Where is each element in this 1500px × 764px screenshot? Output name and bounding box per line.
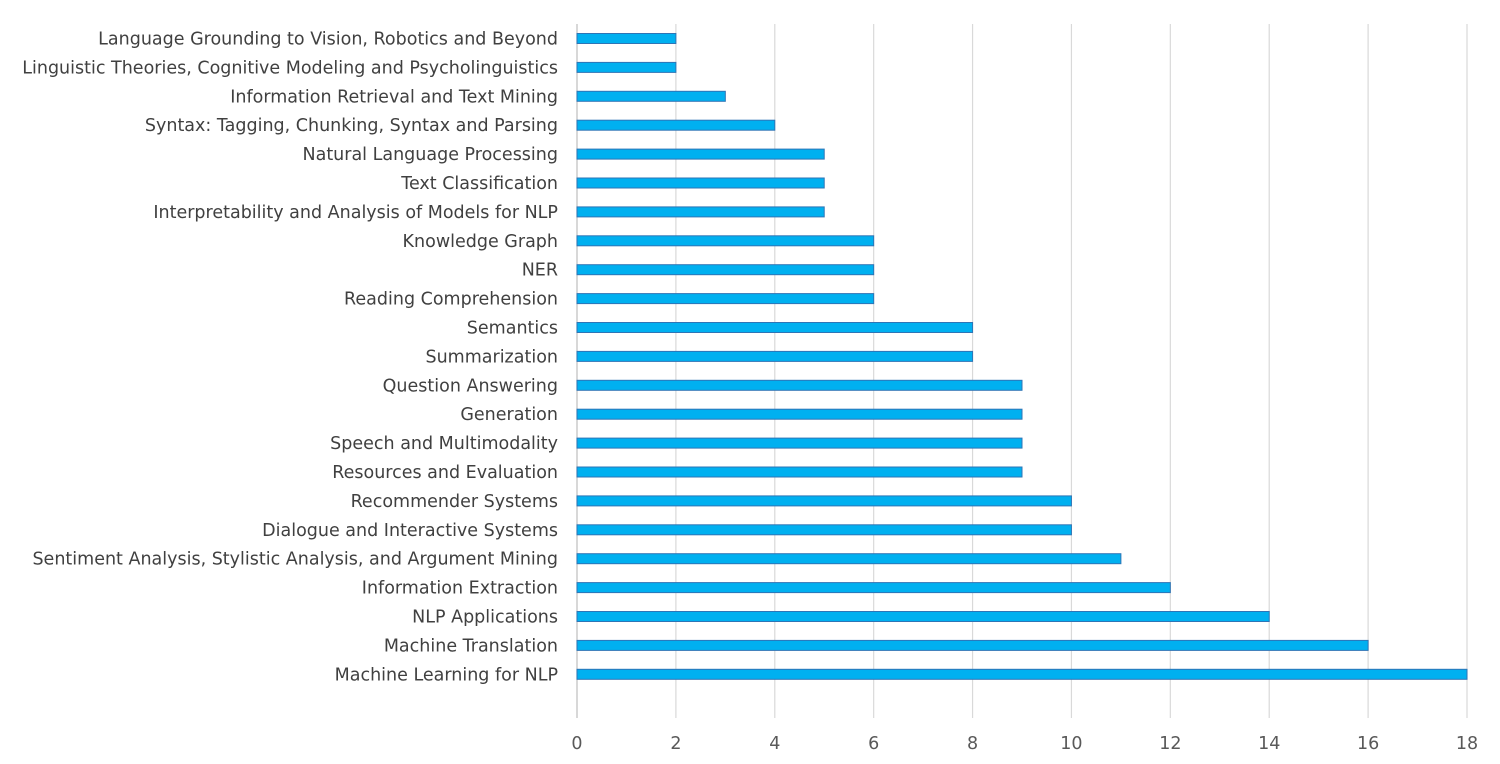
x-tick-label: 6	[868, 734, 879, 754]
bar	[576, 495, 1072, 507]
category-label: Dialogue and Interactive Systems	[262, 521, 558, 541]
category-label: Speech and Multimodality	[330, 434, 558, 454]
category-label: Knowledge Graph	[403, 232, 558, 252]
category-label: Information Extraction	[362, 579, 558, 599]
category-label: Generation	[460, 405, 558, 425]
category-label: Interpretability and Analysis of Models …	[153, 203, 558, 223]
category-label: NER	[522, 261, 558, 281]
category-label: Sentiment Analysis, Stylistic Analysis, …	[32, 550, 558, 570]
x-tick-label: 2	[670, 734, 681, 754]
category-label: Machine Translation	[384, 636, 558, 656]
x-tick-label: 4	[769, 734, 780, 754]
bar	[576, 264, 875, 276]
category-label: Syntax: Tagging, Chunking, Syntax and Pa…	[145, 116, 558, 136]
bar	[576, 177, 825, 189]
category-labels: Language Grounding to Vision, Robotics a…	[22, 30, 558, 686]
bar	[576, 553, 1122, 565]
bars	[576, 33, 1468, 680]
bar	[576, 437, 1023, 449]
bar	[576, 379, 1023, 391]
category-label: NLP Applications	[412, 608, 558, 628]
bar	[576, 408, 1023, 420]
category-label: Language Grounding to Vision, Robotics a…	[98, 30, 558, 50]
x-tick-label: 14	[1258, 734, 1280, 754]
bar	[576, 582, 1171, 594]
category-label: Natural Language Processing	[303, 145, 559, 165]
bar	[576, 148, 825, 160]
bar	[576, 235, 875, 247]
bar	[576, 639, 1369, 651]
x-tick-label: 8	[967, 734, 978, 754]
bar	[576, 524, 1072, 536]
category-label: Summarization	[425, 347, 558, 367]
x-tick-label: 0	[571, 734, 582, 754]
x-tick-label: 10	[1060, 734, 1082, 754]
category-label: Text Classification	[400, 174, 558, 194]
category-label: Recommender Systems	[351, 492, 558, 512]
bar	[576, 206, 825, 218]
category-label: Reading Comprehension	[344, 290, 558, 310]
category-label: Linguistic Theories, Cognitive Modeling …	[22, 58, 558, 78]
bar	[576, 33, 677, 44]
bar	[576, 466, 1023, 478]
x-axis-tick-labels: 0 2 4 6 8 10 12 14 16 18	[571, 734, 1478, 754]
x-tick-label: 12	[1159, 734, 1181, 754]
category-label: Information Retrieval and Text Mining	[230, 87, 558, 107]
category-label: Machine Learning for NLP	[335, 665, 558, 685]
bar	[576, 293, 875, 305]
bar	[576, 322, 974, 333]
category-label: Resources and Evaluation	[332, 463, 558, 483]
bar	[576, 119, 776, 131]
x-tick-label: 16	[1357, 734, 1379, 754]
bar	[576, 90, 726, 102]
category-label: Semantics	[467, 319, 558, 339]
bar	[576, 611, 1270, 622]
bar	[576, 350, 974, 362]
x-tick-label: 18	[1456, 734, 1478, 754]
category-label: Question Answering	[383, 376, 558, 396]
bar	[576, 668, 1468, 680]
gridlines	[576, 24, 1468, 718]
bar	[576, 61, 677, 73]
